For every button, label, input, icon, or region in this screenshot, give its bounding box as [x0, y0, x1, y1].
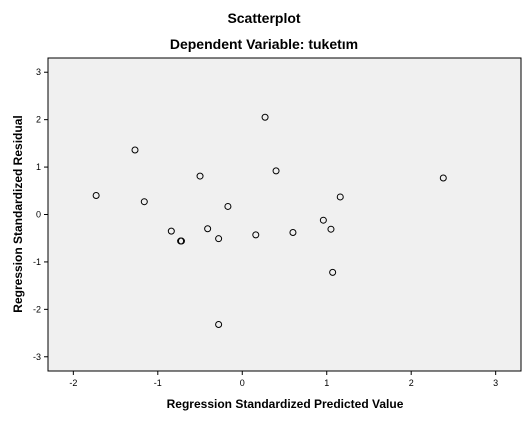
- scatter-point: [272, 167, 280, 175]
- x-axis-label: Regression Standardized Predicted Value: [167, 397, 404, 411]
- scatter-point: [252, 231, 260, 239]
- scatter-point: [319, 216, 327, 224]
- scatter-point: [215, 235, 223, 243]
- scatter-point: [439, 174, 447, 182]
- scatter-point: [92, 192, 100, 200]
- y-tick-label: -3: [33, 352, 41, 362]
- scatter-point: [289, 229, 297, 237]
- y-axis-ticks: -3 -2 -1 0 1 2 3: [33, 67, 48, 362]
- scatter-point: [131, 146, 139, 154]
- scatter-point: [215, 321, 223, 329]
- x-tick-label: 2: [409, 378, 414, 388]
- scatter-point: [329, 268, 337, 276]
- y-tick-label: 3: [36, 67, 41, 77]
- x-tick-label: -2: [69, 378, 77, 388]
- chart-title: Scatterplot: [227, 10, 300, 26]
- scatter-point: [261, 113, 269, 121]
- x-tick-label: 3: [493, 378, 498, 388]
- y-tick-label: 1: [36, 162, 41, 172]
- scatter-point: [204, 225, 212, 233]
- x-tick-label: -1: [154, 378, 162, 388]
- x-axis-ticks: -2 -1 0 1 2 3: [69, 371, 498, 388]
- plot-area: [47, 57, 522, 372]
- scatter-point: [336, 193, 344, 201]
- x-tick-label: 1: [324, 378, 329, 388]
- x-tick-label: 0: [240, 378, 245, 388]
- y-tick-label: 0: [36, 210, 41, 220]
- y-tick-label: -1: [33, 257, 41, 267]
- scatter-point: [140, 198, 148, 206]
- y-tick-label: -2: [33, 304, 41, 314]
- chart-subtitle: Dependent Variable: tuketım: [170, 36, 358, 52]
- y-tick-label: 2: [36, 115, 41, 125]
- data-points: [92, 113, 447, 329]
- scatter-point: [224, 202, 232, 210]
- scatter-point: [196, 172, 204, 180]
- scatter-point: [327, 225, 335, 233]
- scatter-point: [167, 227, 175, 235]
- y-axis-label: Regression Standardized Residual: [11, 115, 25, 312]
- scatter-point: [177, 237, 185, 245]
